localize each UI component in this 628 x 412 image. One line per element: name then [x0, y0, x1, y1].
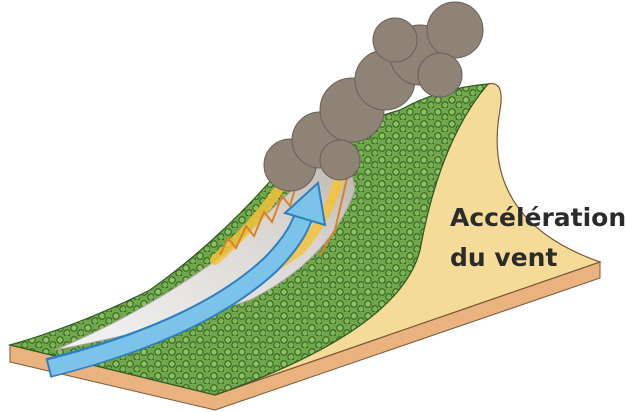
wind-arrow-head [283, 181, 327, 227]
smoke [263, 1, 484, 192]
wind-arrow [48, 208, 313, 376]
label-line: du vent [450, 243, 557, 272]
label-line: Accélération [450, 203, 626, 232]
